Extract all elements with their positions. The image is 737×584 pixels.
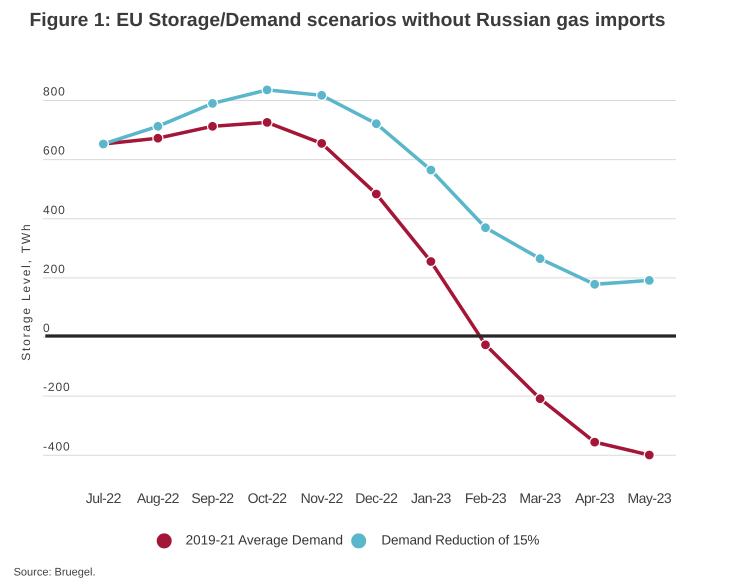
svg-text:Nov-22: Nov-22 (301, 490, 344, 506)
svg-text:Aug-22: Aug-22 (137, 490, 180, 506)
svg-text:200: 200 (43, 262, 66, 276)
svg-text:Mar-23: Mar-23 (519, 490, 561, 506)
svg-text:-200: -200 (43, 380, 71, 394)
svg-text:Dec-22: Dec-22 (355, 490, 398, 506)
svg-text:Source: Bruegel.: Source: Bruegel. (14, 567, 96, 579)
svg-text:Storage Level, TWh: Storage Level, TWh (19, 223, 33, 361)
svg-text:Jan-23: Jan-23 (411, 490, 452, 506)
svg-text:Jul-22: Jul-22 (86, 490, 122, 506)
svg-text:Feb-23: Feb-23 (465, 490, 507, 506)
svg-text:2019-21 Average Demand: 2019-21 Average Demand (186, 533, 343, 548)
svg-text:Oct-22: Oct-22 (248, 490, 288, 506)
svg-text:0: 0 (43, 321, 51, 335)
svg-text:May-23: May-23 (627, 490, 671, 506)
svg-text:-400: -400 (43, 439, 71, 453)
svg-text:Figure 1: EU Storage/Demand sc: Figure 1: EU Storage/Demand scenarios wi… (30, 10, 666, 31)
svg-text:Sep-22: Sep-22 (191, 490, 234, 506)
svg-text:Apr-23: Apr-23 (575, 490, 615, 506)
svg-text:400: 400 (43, 203, 66, 217)
svg-text:800: 800 (43, 85, 66, 99)
svg-text:600: 600 (43, 144, 66, 158)
svg-text:Demand Reduction of 15%: Demand Reduction of 15% (381, 533, 539, 548)
